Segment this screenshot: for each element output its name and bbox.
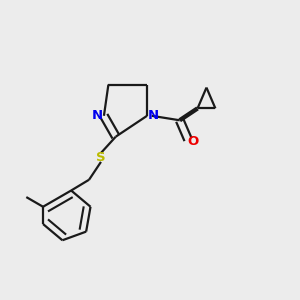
Text: N: N [148,109,159,122]
Text: N: N [92,109,103,122]
Text: O: O [187,136,198,148]
Text: S: S [96,151,106,164]
